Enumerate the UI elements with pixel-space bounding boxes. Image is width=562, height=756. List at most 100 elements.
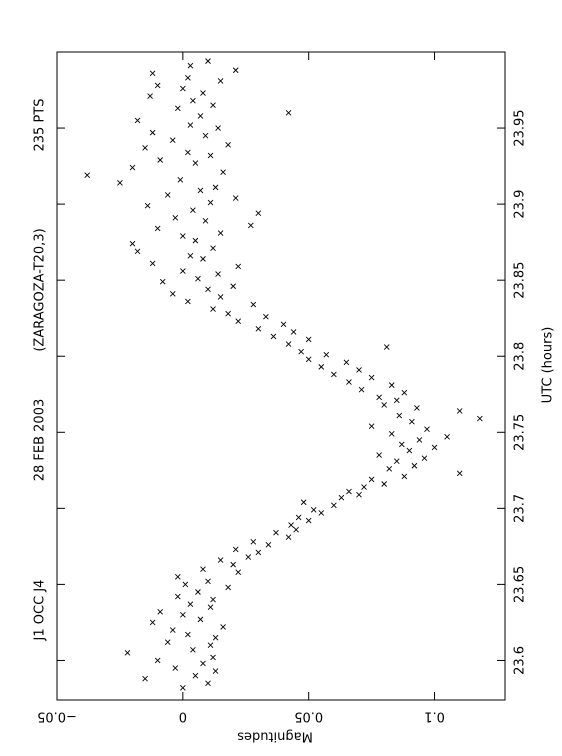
data-point bbox=[323, 351, 330, 358]
data-point bbox=[149, 129, 156, 136]
x-tick-label: 23.6 bbox=[513, 646, 528, 675]
data-point bbox=[154, 657, 161, 664]
data-point bbox=[192, 237, 199, 244]
data-point bbox=[154, 225, 161, 232]
data-point bbox=[338, 494, 345, 501]
data-point bbox=[157, 608, 164, 615]
data-point bbox=[215, 125, 221, 131]
data-point bbox=[149, 619, 156, 626]
x-tick-label: 23.9 bbox=[513, 190, 528, 219]
data-point bbox=[401, 389, 408, 396]
data-point bbox=[190, 207, 196, 214]
data-point bbox=[205, 680, 211, 687]
data-point bbox=[368, 423, 375, 430]
data-point bbox=[149, 260, 156, 267]
data-point bbox=[185, 631, 191, 638]
data-point bbox=[305, 517, 312, 524]
y-axis-label: Magnitudes bbox=[237, 729, 313, 744]
y-tick-label: −0.05 bbox=[37, 709, 77, 724]
data-point bbox=[197, 187, 204, 194]
data-point bbox=[129, 240, 136, 247]
data-point bbox=[180, 685, 186, 691]
data-point bbox=[381, 402, 388, 408]
data-point bbox=[212, 634, 219, 641]
x-tick-label: 23.65 bbox=[513, 566, 528, 603]
data-point bbox=[293, 526, 299, 533]
data-point bbox=[177, 176, 184, 183]
x-axis-label: UTC (hours) bbox=[541, 327, 556, 404]
data-point bbox=[250, 538, 257, 545]
data-point bbox=[255, 326, 262, 332]
annotation: J1 OCC J4 bbox=[33, 580, 48, 642]
data-point bbox=[180, 611, 186, 618]
data-point bbox=[192, 160, 199, 166]
data-point bbox=[477, 415, 483, 422]
plot-frame bbox=[56, 51, 506, 701]
x-tick-label: 23.95 bbox=[513, 109, 528, 146]
data-point bbox=[210, 654, 216, 661]
annotation: 28 FEB 2003 bbox=[33, 399, 48, 482]
data-point bbox=[124, 650, 131, 656]
data-point bbox=[416, 437, 423, 443]
data-point bbox=[393, 397, 400, 404]
data-point bbox=[230, 283, 236, 290]
data-point bbox=[235, 318, 242, 325]
data-point bbox=[154, 82, 161, 89]
data-point bbox=[182, 581, 189, 588]
data-point bbox=[247, 222, 254, 229]
data-point bbox=[285, 110, 292, 116]
data-point bbox=[187, 62, 194, 69]
data-point bbox=[195, 275, 201, 282]
data-point bbox=[210, 245, 216, 252]
data-point bbox=[217, 78, 224, 84]
annotation: 235 PTS bbox=[33, 99, 48, 152]
data-point bbox=[358, 386, 365, 393]
data-point bbox=[225, 141, 231, 148]
data-point bbox=[376, 394, 382, 401]
data-point bbox=[210, 306, 216, 312]
data-point bbox=[235, 263, 242, 270]
data-point bbox=[232, 546, 239, 553]
data-point bbox=[185, 298, 191, 305]
data-point bbox=[318, 510, 325, 516]
data-point bbox=[331, 502, 337, 509]
data-point bbox=[346, 488, 352, 495]
x-tick-label: 23.8 bbox=[513, 342, 528, 371]
data-point bbox=[406, 447, 413, 454]
data-point bbox=[383, 344, 390, 350]
data-point bbox=[207, 642, 214, 649]
data-point bbox=[185, 149, 191, 156]
data-point bbox=[250, 301, 257, 308]
data-point bbox=[288, 522, 294, 528]
data-point bbox=[255, 549, 262, 556]
data-point bbox=[172, 214, 179, 221]
data-point bbox=[431, 444, 438, 451]
data-point bbox=[398, 441, 405, 448]
data-point bbox=[207, 152, 214, 159]
data-point bbox=[212, 668, 219, 674]
data-point bbox=[174, 105, 181, 112]
data-point bbox=[456, 408, 463, 414]
data-point bbox=[361, 484, 367, 490]
data-point bbox=[409, 418, 415, 425]
data-point bbox=[411, 462, 418, 469]
data-point bbox=[305, 336, 312, 343]
x-tick-label: 23.85 bbox=[513, 262, 528, 299]
data-point bbox=[305, 356, 312, 363]
data-point bbox=[421, 455, 428, 461]
data-point bbox=[388, 430, 395, 437]
data-point bbox=[263, 313, 269, 320]
data-point bbox=[200, 90, 206, 96]
data-point bbox=[298, 348, 304, 355]
data-point bbox=[187, 601, 194, 607]
data-point bbox=[207, 604, 214, 611]
data-point bbox=[169, 137, 176, 144]
data-point bbox=[185, 75, 191, 81]
data-point bbox=[232, 195, 239, 201]
data-point bbox=[220, 624, 226, 630]
data-point bbox=[187, 253, 194, 259]
data-point bbox=[180, 85, 186, 92]
data-point bbox=[290, 329, 297, 335]
data-point bbox=[195, 589, 201, 595]
data-point bbox=[456, 470, 463, 477]
